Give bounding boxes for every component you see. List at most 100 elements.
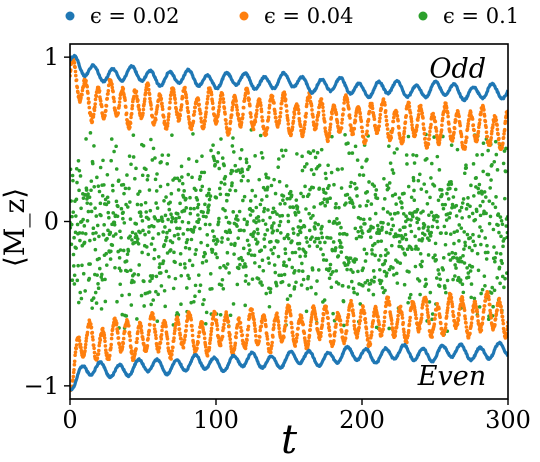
data-point <box>130 103 135 108</box>
data-point <box>342 101 346 105</box>
series-line-even <box>70 340 508 392</box>
data-point <box>290 250 295 255</box>
data-point <box>364 138 368 143</box>
data-point <box>462 230 467 234</box>
data-point <box>498 215 503 219</box>
data-point <box>154 333 158 338</box>
data-point <box>498 252 503 256</box>
data-point <box>487 199 492 203</box>
data-point <box>503 276 507 281</box>
data-point <box>134 347 138 351</box>
data-point <box>265 185 270 190</box>
data-point <box>169 357 173 361</box>
data-point <box>376 128 381 132</box>
data-point <box>224 310 228 314</box>
data-point <box>136 98 140 103</box>
data-point <box>421 116 425 120</box>
data-point <box>470 117 475 121</box>
data-point <box>156 292 160 297</box>
data-point <box>346 312 351 317</box>
data-point <box>361 283 365 288</box>
data-point <box>102 183 106 187</box>
data-point <box>334 112 339 117</box>
data-point <box>91 226 96 231</box>
data-point <box>211 106 216 110</box>
data-point <box>113 265 117 270</box>
data-point <box>432 184 437 188</box>
data-point <box>322 197 327 202</box>
data-point <box>352 323 357 328</box>
data-point <box>71 178 75 183</box>
data-point <box>166 217 170 222</box>
data-point <box>160 101 164 106</box>
data-point <box>205 232 210 237</box>
data-point <box>149 107 154 111</box>
data-point <box>439 326 444 331</box>
data-point <box>384 114 388 119</box>
data-point <box>367 109 372 114</box>
data-point <box>331 311 335 316</box>
data-point <box>323 203 328 208</box>
data-point <box>115 214 120 219</box>
data-point <box>253 237 258 242</box>
data-point <box>93 247 98 252</box>
data-point <box>170 133 174 137</box>
data-point <box>252 253 257 258</box>
data-point <box>127 292 132 297</box>
data-point <box>297 241 302 246</box>
data-point <box>379 333 384 338</box>
data-point <box>303 250 308 255</box>
data-point <box>219 180 224 185</box>
data-point <box>479 110 483 114</box>
data-point <box>381 327 386 332</box>
data-point <box>363 320 368 325</box>
data-point <box>260 118 265 123</box>
data-point <box>273 109 277 113</box>
data-point <box>218 192 223 197</box>
data-point <box>157 345 162 350</box>
data-point <box>305 102 309 106</box>
data-point <box>499 304 503 309</box>
data-point <box>89 325 94 330</box>
legend-marker <box>239 11 249 21</box>
data-point <box>396 317 400 322</box>
data-point <box>187 117 191 121</box>
data-point <box>73 65 77 70</box>
data-point <box>309 167 314 172</box>
data-point <box>422 131 427 136</box>
data-point <box>290 265 295 270</box>
data-point <box>76 90 80 95</box>
data-point <box>400 316 405 320</box>
data-point <box>215 327 220 332</box>
data-point <box>101 326 105 331</box>
data-point <box>257 264 262 269</box>
data-point <box>411 153 415 157</box>
data-point <box>400 313 404 317</box>
data-point <box>192 299 196 304</box>
data-point <box>384 230 389 235</box>
data-point <box>371 292 376 297</box>
data-point <box>363 221 367 226</box>
data-point <box>204 110 208 114</box>
data-point <box>117 342 122 347</box>
data-point <box>484 130 489 134</box>
data-point <box>480 152 485 157</box>
data-point <box>393 192 398 196</box>
data-point <box>411 128 415 133</box>
data-point <box>244 341 249 345</box>
data-point <box>311 185 316 190</box>
data-point <box>365 333 369 338</box>
data-point <box>392 151 397 155</box>
data-point <box>192 206 196 211</box>
data-point <box>186 172 191 177</box>
data-point <box>291 115 296 120</box>
data-point <box>447 252 451 257</box>
data-point <box>341 299 346 304</box>
data-point <box>216 150 221 155</box>
data-point <box>177 327 182 331</box>
data-point <box>267 110 271 115</box>
data-point <box>391 119 396 124</box>
data-point <box>387 326 391 331</box>
data-point <box>170 349 174 353</box>
x-tick-label: 200 <box>339 406 385 434</box>
